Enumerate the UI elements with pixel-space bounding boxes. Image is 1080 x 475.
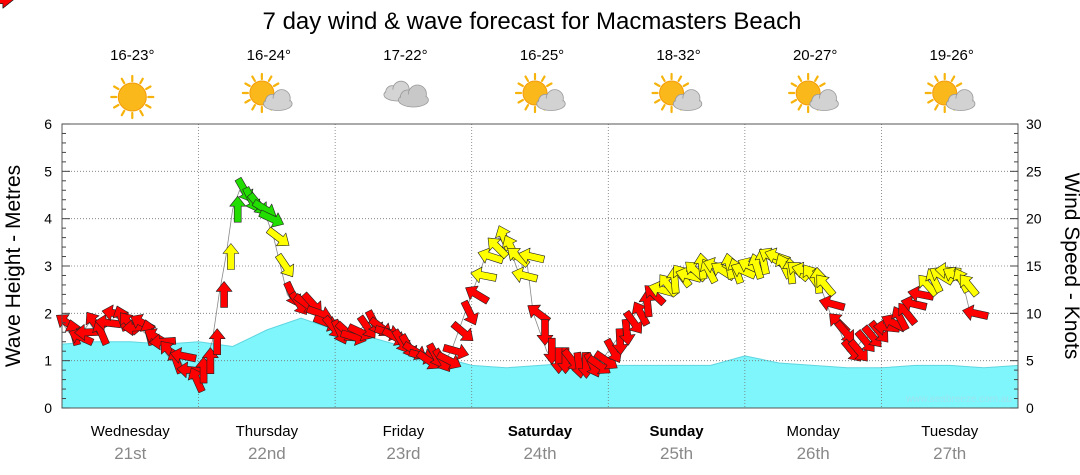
wind-arrow xyxy=(170,347,197,364)
wind-arrow xyxy=(854,329,875,352)
day-name-label: Sunday xyxy=(649,423,704,440)
wind-arrow xyxy=(618,318,636,346)
day-date-label: 27th xyxy=(933,444,966,463)
right-tick-label: 30 xyxy=(1026,116,1042,132)
wind-arrow xyxy=(222,243,240,270)
wind-arrow xyxy=(623,309,643,334)
right-axis-label: Wind Speed - Knots xyxy=(1060,173,1080,360)
day-date-label: 23rd xyxy=(386,444,420,463)
day-date-label: 25th xyxy=(660,444,693,463)
cloudy-icon xyxy=(383,80,429,108)
wind-arrow xyxy=(511,266,539,283)
wind-arrow xyxy=(275,252,295,278)
wind-arrow xyxy=(258,209,284,228)
wind-arrow xyxy=(518,247,546,264)
weather-row: 16-23° 16-24° 17-22° 16-25° 18-32° 20-27° 19-2… xyxy=(110,47,976,120)
day-name-label: Friday xyxy=(383,423,425,440)
day-date-label: 26th xyxy=(797,444,830,463)
temperature-label: 20-27° xyxy=(793,47,837,64)
temperature-label: 16-25° xyxy=(520,47,564,64)
wind-arrow xyxy=(631,301,651,327)
wind-arrow xyxy=(215,281,233,308)
wind-arrow xyxy=(208,328,226,356)
temperature-label: 18-32° xyxy=(656,47,700,64)
wind-arrow xyxy=(465,285,490,305)
temperature-label: 16-24° xyxy=(247,47,291,64)
left-axis-label: Wave Height - Metres xyxy=(2,165,25,367)
right-tick-label: 0 xyxy=(1026,400,1034,416)
wind-arrow xyxy=(959,274,980,298)
left-tick-label: 5 xyxy=(44,163,52,179)
partly-cloudy-icon xyxy=(514,72,566,114)
wind-arrow xyxy=(818,295,846,312)
wind-arrow xyxy=(460,299,479,326)
right-tick-label: 15 xyxy=(1026,258,1042,274)
wind-arrow xyxy=(962,304,989,321)
day-date-label: 24th xyxy=(523,444,556,463)
wind-series xyxy=(0,0,989,394)
chart-title: 7 day wind & wave forecast for Macmaster… xyxy=(263,8,802,35)
right-tick-label: 10 xyxy=(1026,305,1042,321)
day-date-label: 22nd xyxy=(248,444,286,463)
right-tick-label: 25 xyxy=(1026,163,1042,179)
wind-arrow xyxy=(900,295,928,312)
wind-arrow xyxy=(816,274,837,298)
partly-cloudy-icon xyxy=(788,72,839,114)
wind-arrow xyxy=(265,226,290,247)
sunny-icon xyxy=(110,74,155,120)
wind-arrow xyxy=(487,237,510,260)
left-tick-label: 6 xyxy=(44,116,52,132)
day-name-label: Saturday xyxy=(508,423,573,440)
wind-arrow xyxy=(450,320,474,341)
day-name-label: Wednesday xyxy=(91,423,170,440)
day-name-label: Monday xyxy=(786,423,840,440)
temperature-label: 17-22° xyxy=(383,47,427,64)
grid xyxy=(62,124,1018,408)
wind-arrow xyxy=(435,351,462,370)
left-tick-label: 2 xyxy=(44,305,52,321)
partly-cloudy-icon xyxy=(924,72,976,114)
right-tick-label: 20 xyxy=(1026,211,1042,227)
day-name-label: Tuesday xyxy=(921,423,978,440)
axes: 0 1 2 3 4 5 6 0 5 10 15 20 25 30 Wednesday 21st Thursday… xyxy=(44,116,1042,463)
day-date-label: 21st xyxy=(114,444,146,463)
left-tick-label: 3 xyxy=(44,258,52,274)
watermark: www.seabreeze.com.au xyxy=(905,394,1012,405)
day-name-label: Thursday xyxy=(236,423,299,440)
left-tick-label: 1 xyxy=(44,353,52,369)
wind-arrow xyxy=(611,328,629,355)
partly-cloudy-icon xyxy=(651,72,703,114)
wind-arrow xyxy=(507,247,531,268)
right-tick-label: 5 xyxy=(1026,353,1034,369)
wind-arrow xyxy=(861,324,882,348)
partly-cloudy-icon xyxy=(241,72,293,114)
wind-arrow xyxy=(442,343,470,361)
temperature-label: 19-26° xyxy=(930,47,974,64)
temperature-label: 16-23° xyxy=(110,47,154,64)
wind-arrow xyxy=(470,266,498,284)
wind-arrow xyxy=(229,195,246,223)
wind-arrow xyxy=(0,0,14,9)
left-tick-label: 0 xyxy=(44,400,52,416)
left-tick-label: 4 xyxy=(44,211,52,227)
wind-arrow xyxy=(847,338,868,362)
